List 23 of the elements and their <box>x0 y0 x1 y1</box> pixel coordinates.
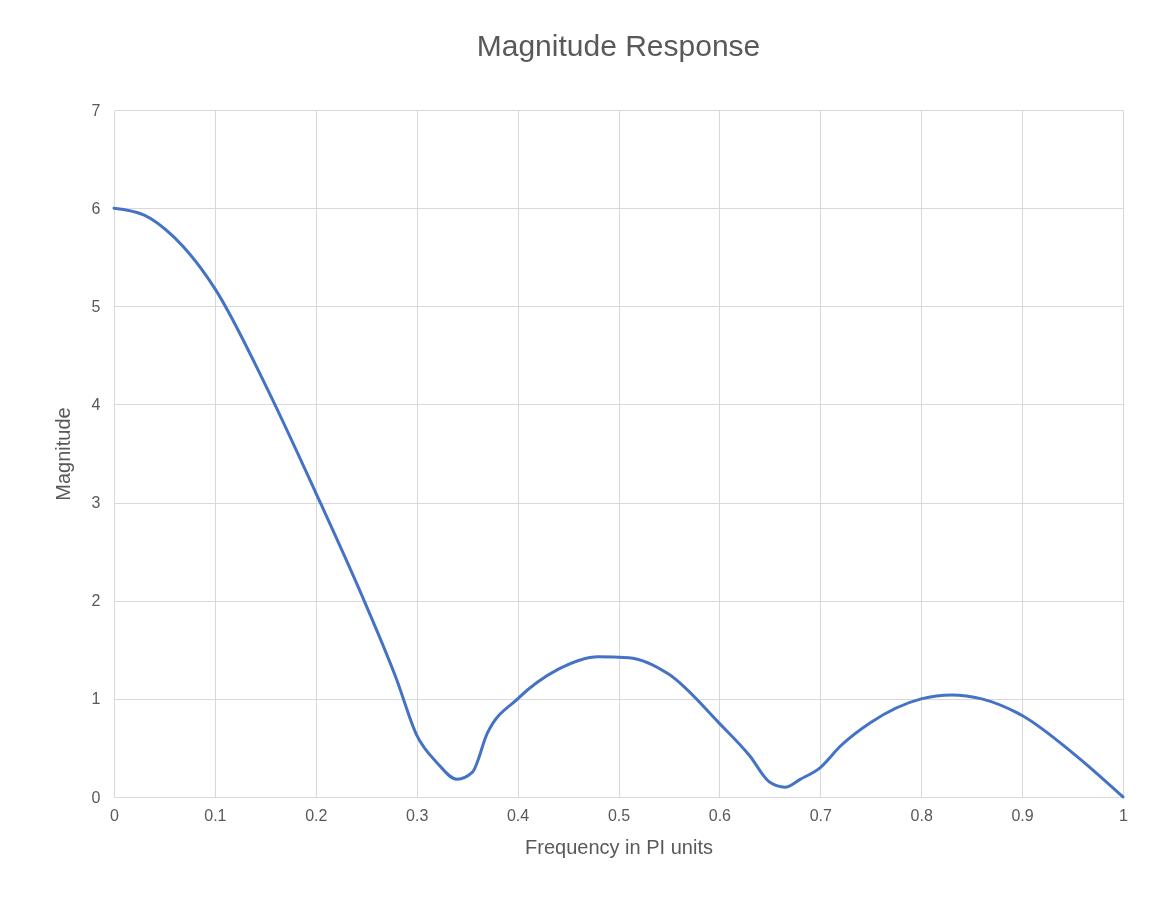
line-series <box>112 206 1125 799</box>
x-tick-label: 0.8 <box>910 806 933 824</box>
x-tick-label: 0.9 <box>1011 806 1034 824</box>
y-tick-label: 1 <box>91 690 101 708</box>
y-tick-label: 6 <box>91 199 101 217</box>
x-tick-label: 0.4 <box>506 806 530 824</box>
chart-title: Magnitude Response <box>476 29 761 62</box>
x-tick-label: 0.2 <box>305 806 328 824</box>
x-tick-label: 0.3 <box>406 806 429 824</box>
x-tick-label: 0 <box>110 806 120 824</box>
y-tick-label: 0 <box>91 788 101 806</box>
y-tick-label: 3 <box>91 494 101 512</box>
y-tick-label: 4 <box>91 395 101 413</box>
y-tick-label: 7 <box>91 101 101 119</box>
y-tick-label: 2 <box>91 592 101 610</box>
x-axis-title: Frequency in PI units <box>525 835 713 858</box>
x-tick-label: 0.6 <box>708 806 732 824</box>
x-tick-label: 0.5 <box>607 806 631 824</box>
x-tick-label: 0.7 <box>809 806 833 824</box>
x-tick-label: 1 <box>1119 806 1129 824</box>
x-tick-label: 0.1 <box>204 806 227 824</box>
y-tick-label: 5 <box>91 297 101 315</box>
y-axis-title: Magnitude <box>51 407 74 501</box>
